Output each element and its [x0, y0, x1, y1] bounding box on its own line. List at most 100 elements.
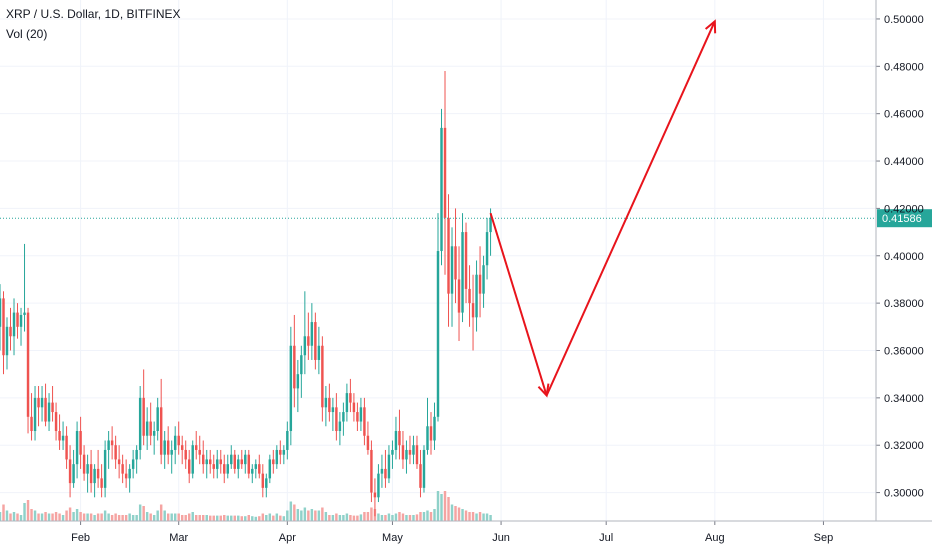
volume-bar: [380, 515, 384, 521]
volume-bar: [166, 513, 170, 521]
candle-body: [317, 345, 321, 360]
volume-bar: [216, 515, 219, 521]
candle-body: [419, 464, 422, 488]
x-tick-label: Aug: [705, 532, 725, 544]
y-tick-label: 0.46000: [884, 109, 924, 121]
candle-body: [124, 473, 128, 479]
volume-bar: [293, 504, 296, 521]
candle-body: [44, 397, 47, 422]
volume-bar: [82, 513, 86, 521]
volume-bar: [233, 515, 236, 521]
volume-bar: [159, 504, 163, 521]
volume-bar: [356, 515, 359, 521]
candle-body: [65, 435, 68, 460]
volume-bar: [230, 515, 233, 521]
candle-body: [282, 449, 286, 455]
candle-body: [51, 402, 54, 413]
candle-body: [163, 440, 166, 455]
volume-bar: [331, 515, 335, 521]
candle-body: [19, 314, 23, 327]
candle-body: [230, 454, 233, 465]
volume-bar: [443, 491, 447, 521]
volume-bar: [478, 512, 482, 521]
current-price-line: 0.41586: [0, 209, 932, 228]
candle-body: [321, 345, 324, 408]
symbol-legend[interactable]: XRP / U.S. Dollar, 1D, BITFINEX: [6, 7, 181, 21]
volume-bar: [5, 510, 9, 521]
volume-bar: [412, 515, 415, 521]
y-tick-label: 0.32000: [884, 440, 924, 452]
arrow-line[interactable]: [489, 212, 548, 396]
candle-body: [191, 445, 194, 474]
price-label: 0.41586: [882, 213, 922, 225]
candle-body: [363, 407, 366, 436]
candle-body: [145, 421, 149, 436]
volume-bar: [258, 516, 261, 521]
candle-body: [2, 298, 5, 356]
volume-bar: [100, 513, 103, 521]
candle-body: [254, 464, 258, 469]
candle-body: [170, 449, 173, 455]
candle-body: [12, 312, 16, 337]
candle-body: [307, 336, 310, 346]
volume-bar: [103, 510, 107, 521]
volume-bar: [205, 515, 208, 521]
candle-body: [138, 397, 142, 450]
candle-body: [261, 473, 265, 488]
x-tick-label: Mar: [169, 532, 188, 544]
arrow-head[interactable]: [704, 19, 717, 34]
volume-bar: [440, 494, 443, 521]
volume-bar: [408, 515, 412, 521]
volume-bar: [468, 512, 471, 521]
candle-body: [478, 274, 482, 294]
volume-bar: [384, 515, 387, 521]
volume-bar: [61, 515, 65, 521]
x-tick-label: May: [382, 532, 403, 544]
candle-body: [377, 473, 380, 498]
candle-body: [61, 435, 65, 441]
candle-body: [258, 464, 261, 474]
candle-body: [436, 251, 440, 417]
drawing-arrows[interactable]: [489, 19, 717, 398]
candle-body: [159, 407, 163, 455]
x-tick-label: Sep: [814, 532, 834, 544]
volume-bar: [300, 510, 303, 521]
candle-body: [184, 449, 187, 460]
candle-body: [223, 464, 226, 474]
volume-bar: [419, 512, 422, 521]
candle-body: [447, 217, 450, 294]
volume-bar: [9, 513, 12, 521]
candle-body: [370, 449, 373, 493]
volume-bar: [135, 515, 138, 521]
volume-bar: [328, 515, 331, 521]
volume-bar: [387, 513, 391, 521]
volume-bar: [289, 501, 293, 521]
volume-bar: [398, 512, 401, 521]
volume-bar: [198, 515, 201, 521]
arrow-line[interactable]: [545, 20, 716, 396]
candle-body: [268, 459, 272, 479]
volume-bar: [47, 513, 51, 521]
volume-bar: [202, 515, 205, 521]
candle-body: [454, 246, 457, 280]
volume-bar: [68, 507, 72, 521]
candle-body: [93, 468, 96, 484]
candle-body: [345, 393, 349, 413]
candle-body: [394, 431, 398, 450]
volume-bar: [128, 513, 131, 521]
volume-bar: [184, 515, 187, 521]
volume-bars: [0, 491, 492, 521]
volume-bar: [223, 515, 226, 521]
candle-body: [352, 402, 356, 413]
volume-bar: [33, 510, 37, 521]
volume-legend[interactable]: Vol (20): [6, 27, 48, 41]
volume-bar: [324, 512, 328, 521]
volume-bar: [482, 513, 485, 521]
volume-bar: [58, 513, 61, 521]
volume-bar: [391, 515, 394, 521]
candle-body: [68, 459, 72, 484]
volume-bar: [261, 513, 265, 521]
